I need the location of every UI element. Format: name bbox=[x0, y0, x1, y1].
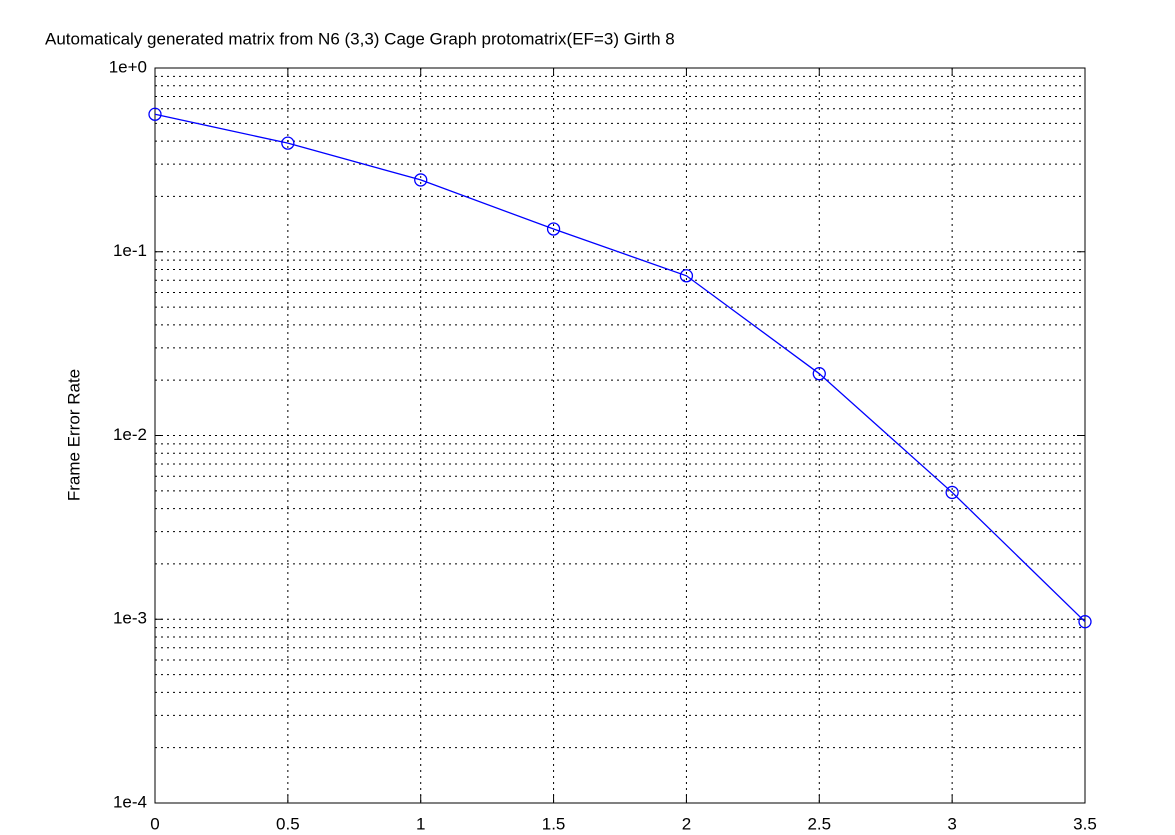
y-tick-label: 1e+0 bbox=[109, 57, 147, 76]
data-point bbox=[281, 136, 295, 150]
y-tick-label: 1e-3 bbox=[113, 609, 147, 628]
chart-title: Automaticaly generated matrix from N6 (3… bbox=[45, 29, 675, 48]
y-axis-label: Frame Error Rate bbox=[64, 369, 83, 501]
x-tick-label: 3 bbox=[947, 814, 956, 833]
x-tick-label: 0 bbox=[150, 814, 159, 833]
data-point bbox=[148, 107, 162, 121]
y-tick-label: 1e-1 bbox=[113, 241, 147, 260]
data-point bbox=[812, 367, 826, 381]
data-point bbox=[546, 222, 561, 236]
x-tick-label: 3.5 bbox=[1073, 814, 1097, 833]
x-tick-label: 2.5 bbox=[807, 814, 831, 833]
x-tick-label: 2 bbox=[682, 814, 691, 833]
data-point bbox=[414, 173, 428, 187]
data-point bbox=[1078, 615, 1092, 629]
y-tick-label: 1e-2 bbox=[113, 425, 147, 444]
x-tick-label: 0.5 bbox=[276, 814, 300, 833]
data-point bbox=[945, 485, 959, 500]
data-point bbox=[679, 269, 694, 283]
plot-border bbox=[154, 67, 1086, 804]
x-tick-label: 1 bbox=[416, 814, 425, 833]
y-tick-label: 1e-4 bbox=[113, 792, 147, 811]
x-tick-label: 1.5 bbox=[542, 814, 566, 833]
series-line bbox=[154, 113, 1086, 623]
